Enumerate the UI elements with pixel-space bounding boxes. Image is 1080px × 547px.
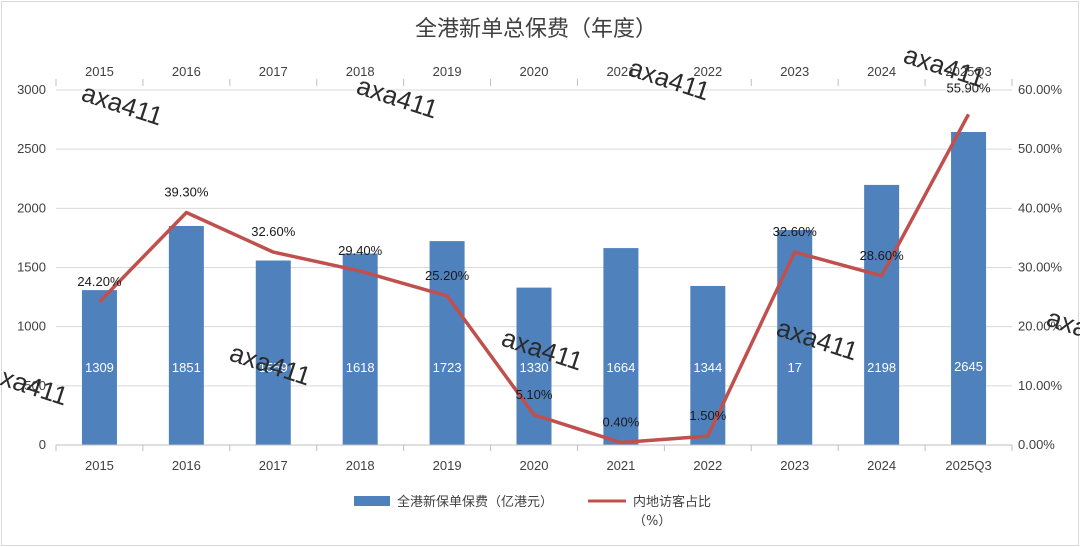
x-tick-label: 2016	[172, 458, 201, 473]
bar	[777, 229, 813, 445]
bar	[603, 248, 639, 445]
bar	[342, 253, 378, 445]
top-category-label: 2025Q3	[945, 64, 991, 79]
y-left-tick-label: 2000	[17, 200, 46, 215]
x-tick-label: 2024	[867, 458, 896, 473]
x-tick-label: 2017	[259, 458, 288, 473]
bar	[255, 260, 291, 445]
x-tick-label: 2025Q3	[945, 458, 991, 473]
line-point-label: 32.60%	[773, 224, 818, 239]
bar-value-label: 1330	[520, 360, 549, 375]
bar-value-label: 1559	[259, 360, 288, 375]
bar-value-label: 1344	[693, 360, 722, 375]
bar-value-label: 1309	[85, 360, 114, 375]
bar-value-label: 1618	[346, 360, 375, 375]
line-point-label: 32.60%	[251, 224, 296, 239]
y-right-tick-label: 60.00%	[1018, 82, 1063, 97]
line-point-label: 25.20%	[425, 268, 470, 283]
legend-line-label: 内地访客占比	[633, 494, 711, 510]
line-point-label: 29.40%	[338, 243, 383, 258]
y-right-tick-label: 50.00%	[1018, 141, 1063, 156]
top-category-labels: 2015 2016 2017 2018 2019 2020 2021 2022 2023 2024…	[55, 64, 1013, 86]
bar-value-label: 1851	[172, 360, 201, 375]
bar	[168, 225, 204, 445]
top-category-label: 2017	[259, 64, 288, 79]
bar	[951, 132, 987, 445]
line-point-label: 5.10%	[516, 387, 553, 402]
x-tick-label: 2019	[433, 458, 462, 473]
x-tick-label: 2015	[85, 458, 114, 473]
bar-value-label: 1723	[433, 360, 462, 375]
legend: 全港新保单保费（亿港元） 内地访客占比 （%）	[354, 494, 711, 529]
x-tick-label: 2021	[606, 458, 635, 473]
line-point-label: 0.40%	[602, 415, 639, 430]
x-tick-label: 2022	[693, 458, 722, 473]
line-point-label: 1.50%	[689, 408, 726, 423]
legend-line-label-unit: （%）	[633, 514, 671, 529]
top-category-label: 2015	[85, 64, 114, 79]
gridlines	[56, 89, 1012, 387]
legend-bar-swatch	[354, 496, 390, 506]
y-right-tick-label: 0.00%	[1018, 437, 1055, 452]
x-tick-label: 2018	[346, 458, 375, 473]
y-left-tick-label: 2500	[17, 141, 46, 156]
y-right-tick-label: 10.00%	[1018, 378, 1063, 393]
bar-value-label: 17	[787, 360, 801, 375]
top-category-label: 2016	[172, 64, 201, 79]
y-left-tick-label: 1500	[17, 260, 46, 275]
bar-value-label: 2645	[954, 359, 983, 374]
line-point-label: 55.90%	[946, 80, 991, 95]
x-tick-label: 2020	[520, 458, 549, 473]
y-left-tick-label: 1000	[17, 319, 46, 334]
top-category-label: 2024	[867, 64, 896, 79]
y-right-tick-label: 30.00%	[1018, 260, 1063, 275]
top-category-label: 2023	[780, 64, 809, 79]
bar-series	[81, 132, 987, 446]
top-category-label: 2018	[346, 64, 375, 79]
bar	[690, 285, 726, 445]
line-point-label: 39.30%	[164, 184, 209, 199]
top-category-label: 2019	[433, 64, 462, 79]
line-point-label: 28.60%	[860, 248, 905, 263]
top-category-label: 2020	[520, 64, 549, 79]
data-labels: 1309 1851 1559 1618 1723 1330 1664 1344 17 2198 26…	[77, 80, 991, 429]
bar	[81, 290, 117, 445]
y-right-tick-label: 20.00%	[1018, 319, 1063, 334]
bar	[864, 184, 900, 446]
y-left-tick-label: 500	[24, 378, 46, 393]
line-series	[98, 113, 971, 445]
y-left-tick-label: 3000	[17, 82, 46, 97]
line-point-label: 24.20%	[77, 274, 122, 289]
chart-title: 全港新单总保费（年度）	[415, 17, 657, 42]
y-right-tick-label: 40.00%	[1018, 200, 1063, 215]
x-tick-label: 2023	[780, 458, 809, 473]
bar	[429, 241, 465, 445]
bar-value-label: 1664	[606, 360, 635, 375]
top-category-label: 2022	[693, 64, 722, 79]
bar-value-label: 2198	[867, 360, 896, 375]
top-category-label: 2021	[606, 64, 635, 79]
line-series-path	[98, 113, 971, 445]
y-left-tick-label: 0	[39, 437, 46, 452]
legend-bar-label: 全港新保单保费（亿港元）	[397, 494, 553, 510]
axes: 0 500 1000 1500 2000 2500 3000 0.00% 10.00% 20.00…	[17, 82, 1062, 473]
